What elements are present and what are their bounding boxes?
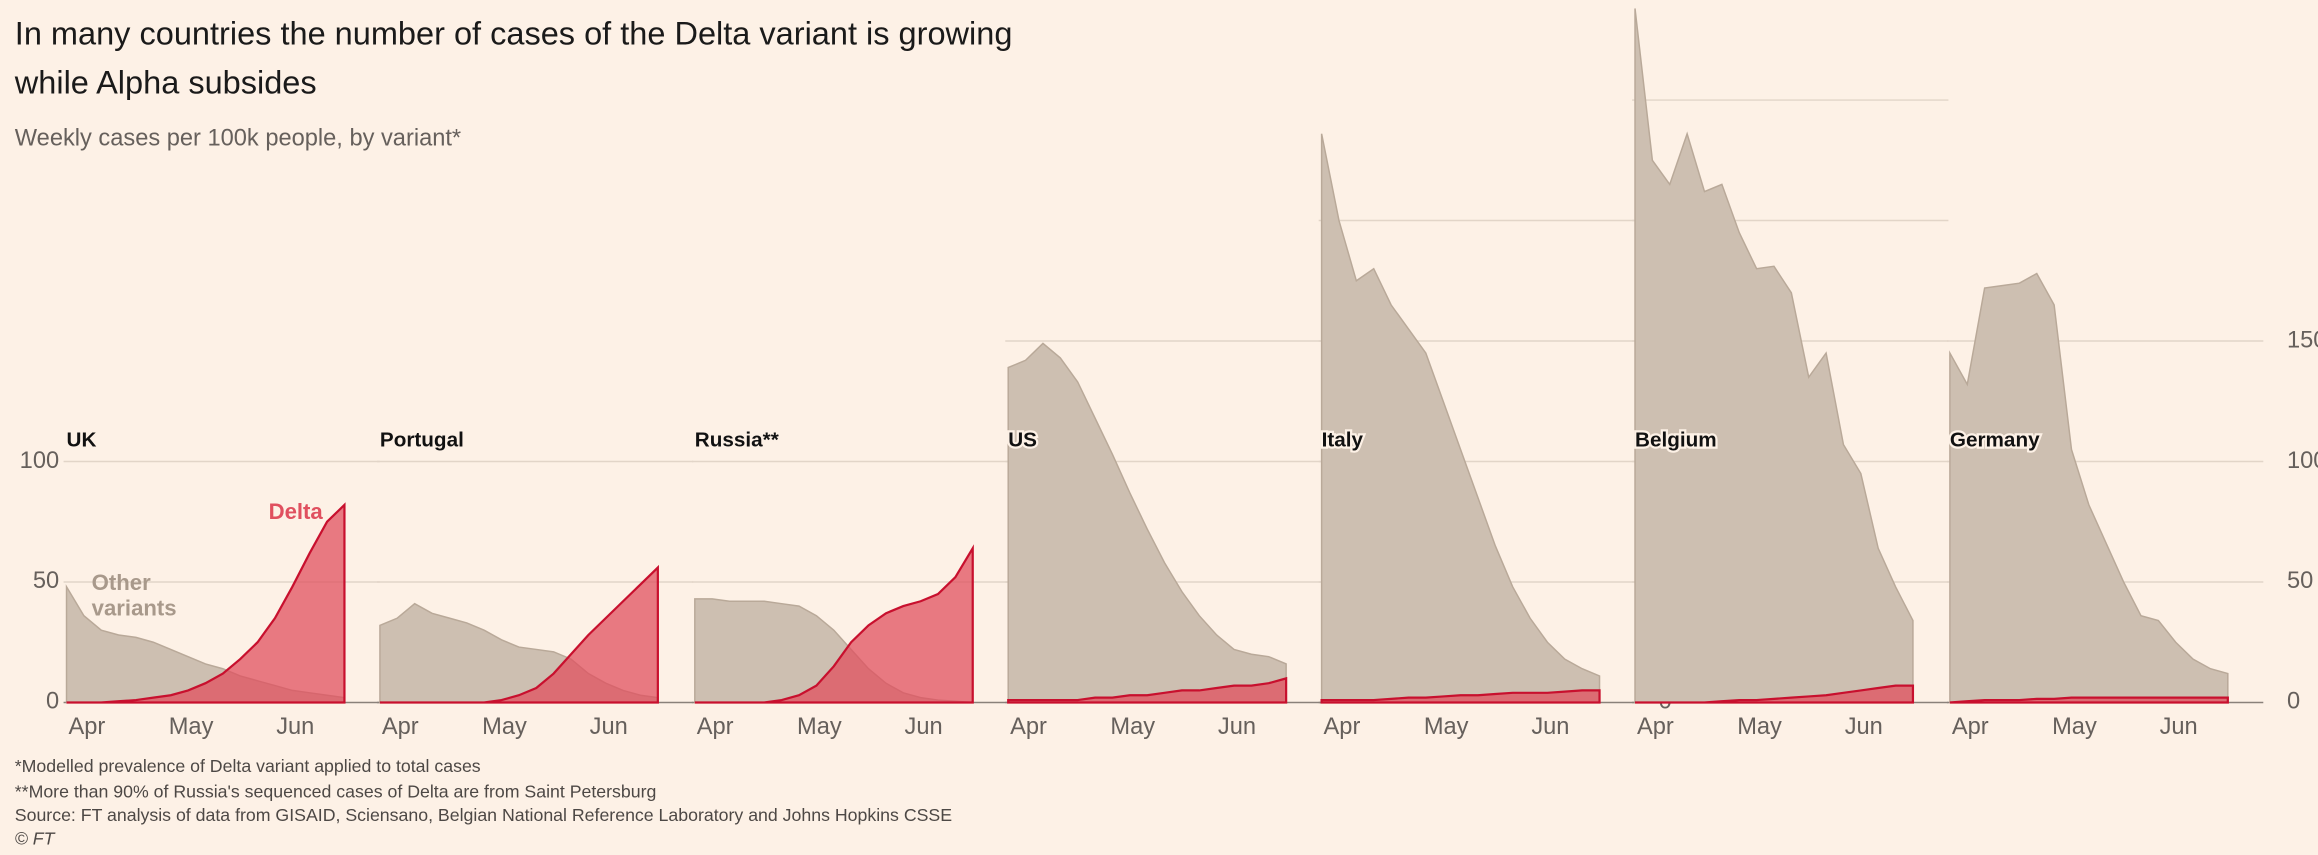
x-tick-label: Apr xyxy=(1324,714,1361,740)
panel-title: Russia** xyxy=(695,428,780,451)
area xyxy=(1320,133,1601,704)
footnote: *Modelled prevalence of Delta variant ap… xyxy=(15,756,481,776)
panel-title: Italy xyxy=(1322,428,1364,451)
y-tick-label: 0 xyxy=(46,689,59,715)
y-tick-label: 50 xyxy=(2287,568,2313,594)
x-tick-label: Apr xyxy=(697,714,734,740)
area xyxy=(1949,696,2229,704)
y-tick-label: 100 xyxy=(20,448,59,474)
panel-title: Belgium xyxy=(1635,428,1717,451)
chart-subtitle: Weekly cases per 100k people, by variant… xyxy=(15,125,461,151)
x-tick-label: May xyxy=(169,714,214,740)
x-tick-label: May xyxy=(1737,714,1782,740)
area xyxy=(1949,272,2229,704)
x-tick-label: Jun xyxy=(2160,714,2198,740)
area xyxy=(1634,8,1914,704)
x-tick-label: Apr xyxy=(382,714,419,740)
area xyxy=(1007,676,1288,704)
x-tick-label: Jun xyxy=(1531,714,1569,740)
area xyxy=(1320,689,1601,704)
area xyxy=(1635,684,1915,704)
x-tick-label: Apr xyxy=(1952,714,1989,740)
chart-title: In many countries the number of cases of… xyxy=(14,15,1013,100)
footnote: **More than 90% of Russia's sequenced ca… xyxy=(15,781,657,801)
series-label: Delta xyxy=(269,499,324,524)
area xyxy=(379,564,659,704)
panel-title: Portugal xyxy=(380,428,464,451)
y-tick-label: 150 xyxy=(2287,327,2318,353)
area xyxy=(66,502,346,704)
x-tick-label: May xyxy=(797,714,842,740)
x-tick-label: Jun xyxy=(276,714,314,740)
area xyxy=(694,544,974,704)
x-tick-label: May xyxy=(2052,714,2097,740)
x-tick-label: May xyxy=(1424,714,1469,740)
series-label: Other variants xyxy=(92,570,177,620)
x-tick-label: Apr xyxy=(1010,714,1047,740)
x-tick-label: Jun xyxy=(1218,714,1256,740)
y-tick-label: 50 xyxy=(33,568,59,594)
x-tick-label: May xyxy=(1110,714,1155,740)
panel-title: UK xyxy=(67,428,97,451)
credit: © FT xyxy=(15,829,56,849)
x-tick-label: Apr xyxy=(1637,714,1674,740)
x-tick-label: Jun xyxy=(590,714,628,740)
y-tick-label: 100 xyxy=(2287,448,2318,474)
panel-title: Germany xyxy=(1950,428,2040,451)
panel-title: US xyxy=(1008,428,1037,451)
area xyxy=(1007,342,1287,704)
x-tick-label: Jun xyxy=(1845,714,1883,740)
x-tick-label: Jun xyxy=(905,714,943,740)
y-tick-label: 0 xyxy=(2287,689,2300,715)
x-tick-label: Apr xyxy=(68,714,105,740)
x-tick-label: May xyxy=(482,714,527,740)
source: Source: FT analysis of data from GISAID,… xyxy=(15,805,952,825)
